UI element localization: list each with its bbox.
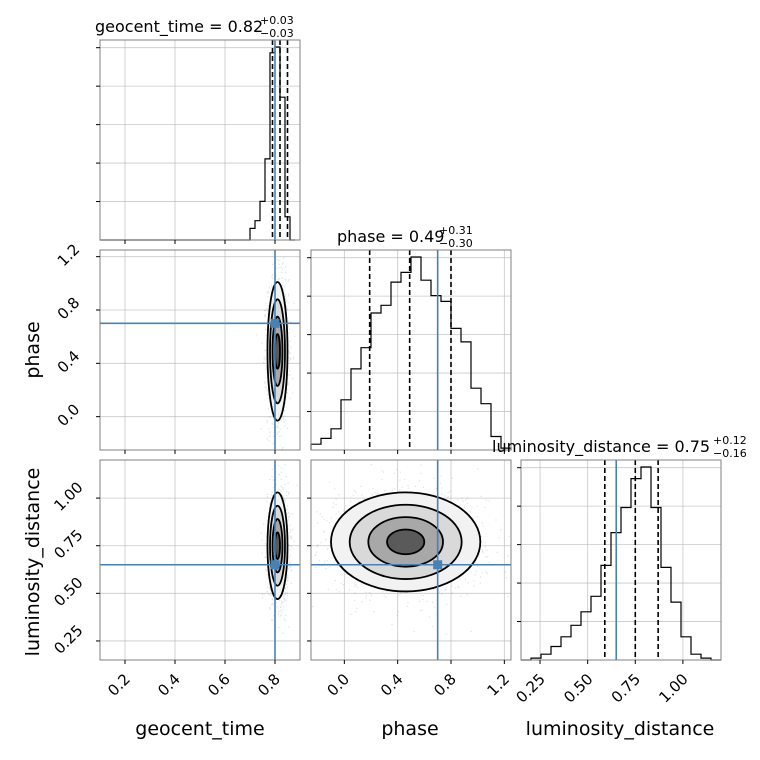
truth-marker-phase-vs-luminosity-distance xyxy=(433,560,443,570)
histograms xyxy=(100,40,721,661)
ytick-label-phase-3: 1.2 xyxy=(54,240,84,270)
xtick-label-phase-0: 0.0 xyxy=(324,670,354,700)
contour-phase-vs-luminosity-distance-3 xyxy=(387,529,425,555)
panel-frames xyxy=(99,39,722,661)
contour-phase-vs-luminosity-distance-inner xyxy=(386,528,426,556)
histogram-geocent-time xyxy=(100,46,295,241)
xlabel-phase: phase xyxy=(381,718,438,740)
contour-geocent-time-vs-luminosity-distance-3 xyxy=(275,532,280,560)
panel-bg-geocent-time-hist xyxy=(100,40,300,240)
xtick-label-geocent-time-2: 0.6 xyxy=(204,670,234,700)
panel-frame-geocent-time-vs-luminosity-distance xyxy=(99,459,301,661)
ytick-label-luminosity-distance-0: 0.25 xyxy=(50,621,86,657)
title-luminosity-distance: luminosity_distance = 0.75 xyxy=(492,437,710,457)
histogram-phase xyxy=(310,256,512,450)
title-phase-plus: +0.31 xyxy=(439,224,473,237)
xtick-label-geocent-time-3: 0.8 xyxy=(254,670,284,700)
title-geocent-time-minus: −0.03 xyxy=(260,27,294,40)
xtick-label-phase-3: 1.2 xyxy=(484,670,514,700)
xlabel-luminosity-distance: luminosity_distance xyxy=(526,718,715,740)
ylabel-phase: phase xyxy=(22,321,44,378)
truth-marker-geocent-time-vs-phase xyxy=(270,318,280,328)
ylabel-luminosity-distance: luminosity_distance xyxy=(22,468,44,657)
panel-bg-luminosity-distance-hist xyxy=(521,460,721,660)
panel-frame-geocent-time-vs-phase xyxy=(99,249,301,451)
ytick-label-luminosity-distance-1: 0.50 xyxy=(50,574,86,610)
xtick-label-luminosity-distance-1: 0.50 xyxy=(560,670,596,706)
panel-bg-geocent-time-vs-luminosity-distance xyxy=(100,460,300,660)
ytick-label-phase-0: 0.0 xyxy=(54,400,84,430)
xtick-label-luminosity-distance-0: 0.25 xyxy=(512,670,548,706)
xtick-label-phase-1: 0.4 xyxy=(377,670,407,700)
panel-frame-phase-vs-luminosity-distance xyxy=(310,459,512,661)
title-luminosity-distance-minus: −0.16 xyxy=(713,447,747,460)
title-luminosity-distance-plus: +0.12 xyxy=(713,434,747,447)
ytick-label-phase-1: 0.4 xyxy=(54,347,84,377)
grid-lines xyxy=(100,40,721,660)
xtick-label-geocent-time-1: 0.4 xyxy=(154,670,184,700)
xtick-label-phase-2: 0.8 xyxy=(430,670,460,700)
ticks xyxy=(96,47,684,664)
panel-frame-luminosity-distance-hist xyxy=(520,459,722,661)
xtick-label-luminosity-distance-3: 1.00 xyxy=(655,670,691,706)
ytick-label-phase-2: 0.8 xyxy=(54,294,84,324)
density-geocent-time-vs-luminosity-distance xyxy=(260,464,298,634)
panel-frame-geocent-time-hist xyxy=(99,39,301,241)
density-geocent-time-vs-phase xyxy=(256,257,296,450)
title-geocent-time: geocent_time = 0.82 xyxy=(95,17,263,37)
title-phase-minus: −0.30 xyxy=(439,237,473,250)
contour-geocent-time-vs-phase-3 xyxy=(275,334,280,369)
xtick-label-geocent-time-0: 0.2 xyxy=(104,670,134,700)
title-geocent-time-plus: +0.03 xyxy=(260,14,294,27)
ytick-label-luminosity-distance-2: 0.75 xyxy=(50,526,86,562)
xlabel-geocent-time: geocent_time xyxy=(135,718,264,740)
panel-frame-phase-hist xyxy=(310,249,512,451)
histogram-luminosity-distance xyxy=(521,466,721,661)
xtick-label-luminosity-distance-2: 0.75 xyxy=(608,670,644,706)
title-phase: phase = 0.49 xyxy=(337,227,444,246)
truth-lines xyxy=(100,40,618,660)
ytick-label-luminosity-distance-3: 1.00 xyxy=(50,478,86,514)
truth-marker-geocent-time-vs-luminosity-distance xyxy=(270,560,280,570)
